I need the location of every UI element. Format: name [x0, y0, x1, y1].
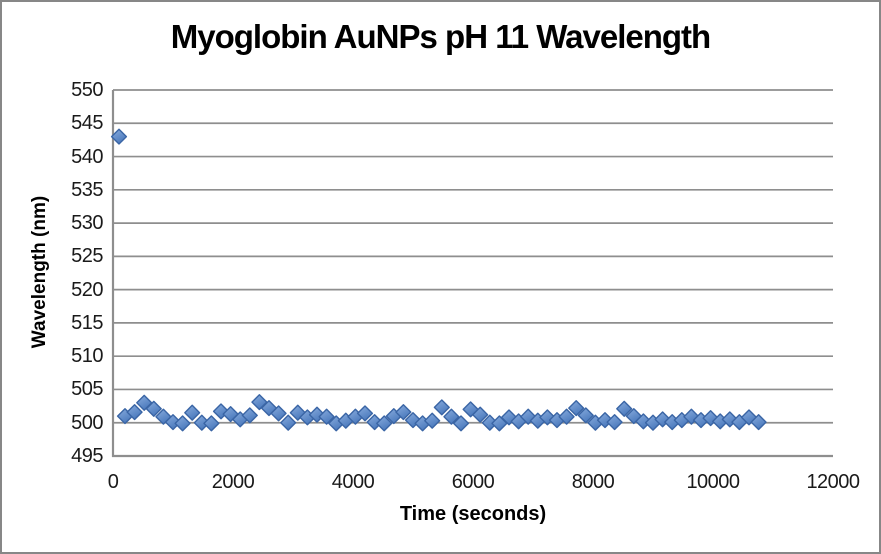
- data-point-diamond: [145, 400, 162, 417]
- data-point-diamond: [606, 414, 623, 431]
- x-tick-label-12000: 12000: [806, 471, 860, 493]
- data-point-diamond: [616, 400, 633, 417]
- chart-title: Myoglobin AuNPs pH 11 Wavelength: [170, 18, 711, 55]
- data-point-diamond: [110, 128, 128, 145]
- y-axis-title: Wavelength (nm): [29, 195, 50, 349]
- x-tick-label-10000: 10000: [686, 471, 740, 493]
- y-tick-label-540: 540: [71, 145, 103, 168]
- data-point-diamond: [750, 414, 767, 431]
- y-tick-label-550: 550: [71, 79, 103, 101]
- data-point-diamond: [318, 408, 335, 425]
- y-tick-label-545: 545: [71, 112, 103, 135]
- x-tick-label-8000: 8000: [571, 471, 615, 493]
- y-tick-label-530: 530: [71, 212, 103, 235]
- y-tick-label-510: 510: [71, 345, 103, 368]
- data-series-wavelength: [110, 128, 767, 432]
- x-tick-label-2000: 2000: [211, 471, 255, 493]
- x-tick-label-0: 0: [107, 471, 119, 493]
- x-axis-title: Time (seconds): [399, 503, 547, 525]
- data-point-diamond: [443, 408, 460, 425]
- data-point-diamond: [558, 408, 575, 425]
- y-tick-label-535: 535: [71, 178, 103, 201]
- data-point-diamond: [433, 399, 450, 416]
- data-point-diamond: [184, 404, 201, 421]
- y-tick-label-515: 515: [71, 311, 103, 334]
- y-tick-label-525: 525: [71, 245, 103, 268]
- x-tick-label-4000: 4000: [331, 471, 375, 493]
- data-point-diamond: [424, 412, 441, 429]
- data-point-diamond: [126, 404, 143, 421]
- data-point-diamond: [376, 415, 393, 432]
- data-point-diamond: [452, 415, 470, 432]
- data-point-diamond: [270, 405, 287, 422]
- x-tick-label-6000: 6000: [451, 471, 495, 493]
- data-point-diamond: [577, 407, 594, 424]
- y-tick-label-495: 495: [71, 445, 103, 467]
- data-point-diamond: [280, 414, 297, 431]
- data-point-diamond: [241, 407, 258, 424]
- y-tick-label-520: 520: [71, 278, 103, 301]
- data-point-diamond: [568, 400, 585, 417]
- data-point-diamond: [395, 404, 412, 421]
- y-tick-label-505: 505: [71, 378, 103, 401]
- data-point-diamond: [472, 406, 489, 423]
- data-point-diamond: [174, 415, 191, 432]
- gridlines: [113, 89, 833, 424]
- data-point-diamond: [356, 405, 374, 422]
- y-tick-label-500: 500: [71, 411, 103, 434]
- axis-lines: [111, 90, 833, 458]
- data-point-diamond: [203, 415, 220, 432]
